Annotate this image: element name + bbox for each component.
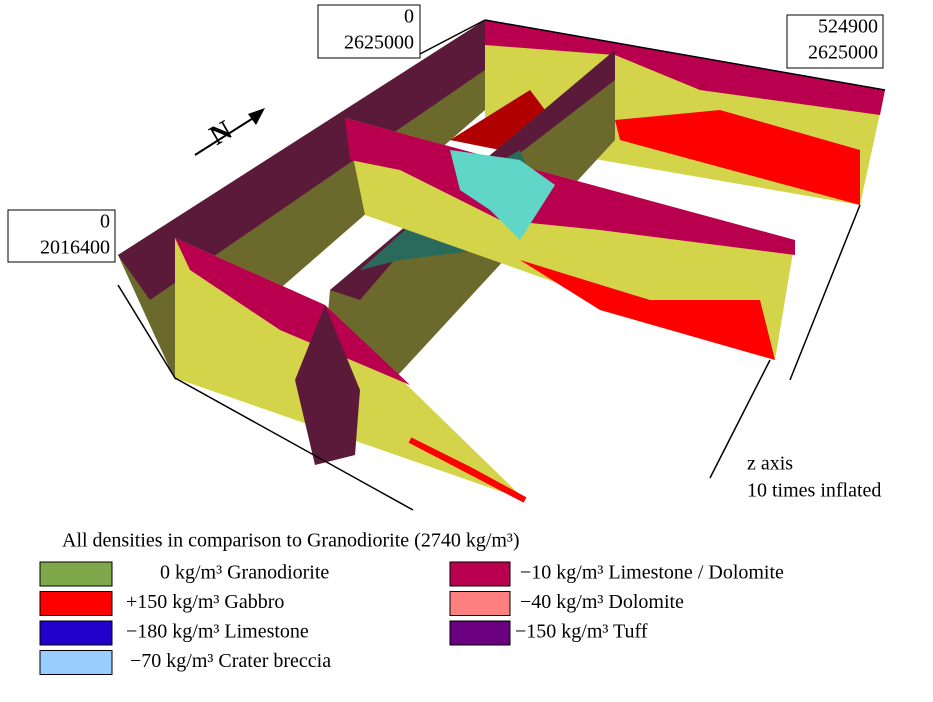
- legend-label: +150 kg/m³ Gabbro: [126, 591, 284, 613]
- model-3d: [118, 20, 885, 510]
- legend-swatch: [40, 562, 112, 586]
- legend-swatch: [450, 621, 510, 645]
- legend-swatch: [450, 562, 510, 586]
- compass: N: [195, 108, 265, 155]
- legend-label: −10 kg/m³ Limestone / Dolomite: [520, 562, 784, 584]
- corner-label: 2625000: [808, 42, 878, 64]
- corner-label: 2625000: [344, 32, 414, 54]
- corner-label: 524900: [818, 16, 878, 38]
- legend-swatch: [450, 592, 510, 616]
- legend-label: −40 kg/m³ Dolomite: [520, 591, 684, 613]
- figure: N 0 2016400 0 2625000 524900 2625000 z a…: [0, 0, 933, 702]
- legend-swatch: [40, 621, 112, 645]
- legend: 0 kg/m³ Granodiorite +150 kg/m³ Gabbro −18…: [40, 562, 784, 675]
- legend-label: −70 kg/m³ Crater breccia: [130, 650, 331, 672]
- z-axis-note: 10 times inflated: [747, 480, 881, 502]
- legend-swatch: [40, 651, 112, 675]
- z-axis-note: z axis: [747, 453, 793, 475]
- legend-label: 0 kg/m³ Granodiorite: [160, 562, 329, 584]
- caption: All densities in comparison to Granodior…: [62, 530, 520, 552]
- legend-label: −150 kg/m³ Tuff: [515, 621, 648, 643]
- corner-label: 0: [100, 211, 110, 233]
- compass-head: [248, 108, 265, 125]
- legend-label: −180 kg/m³ Limestone: [126, 621, 309, 643]
- corner-label: 2016400: [40, 237, 110, 259]
- legend-swatch: [40, 592, 112, 616]
- corner-label: 0: [404, 6, 414, 28]
